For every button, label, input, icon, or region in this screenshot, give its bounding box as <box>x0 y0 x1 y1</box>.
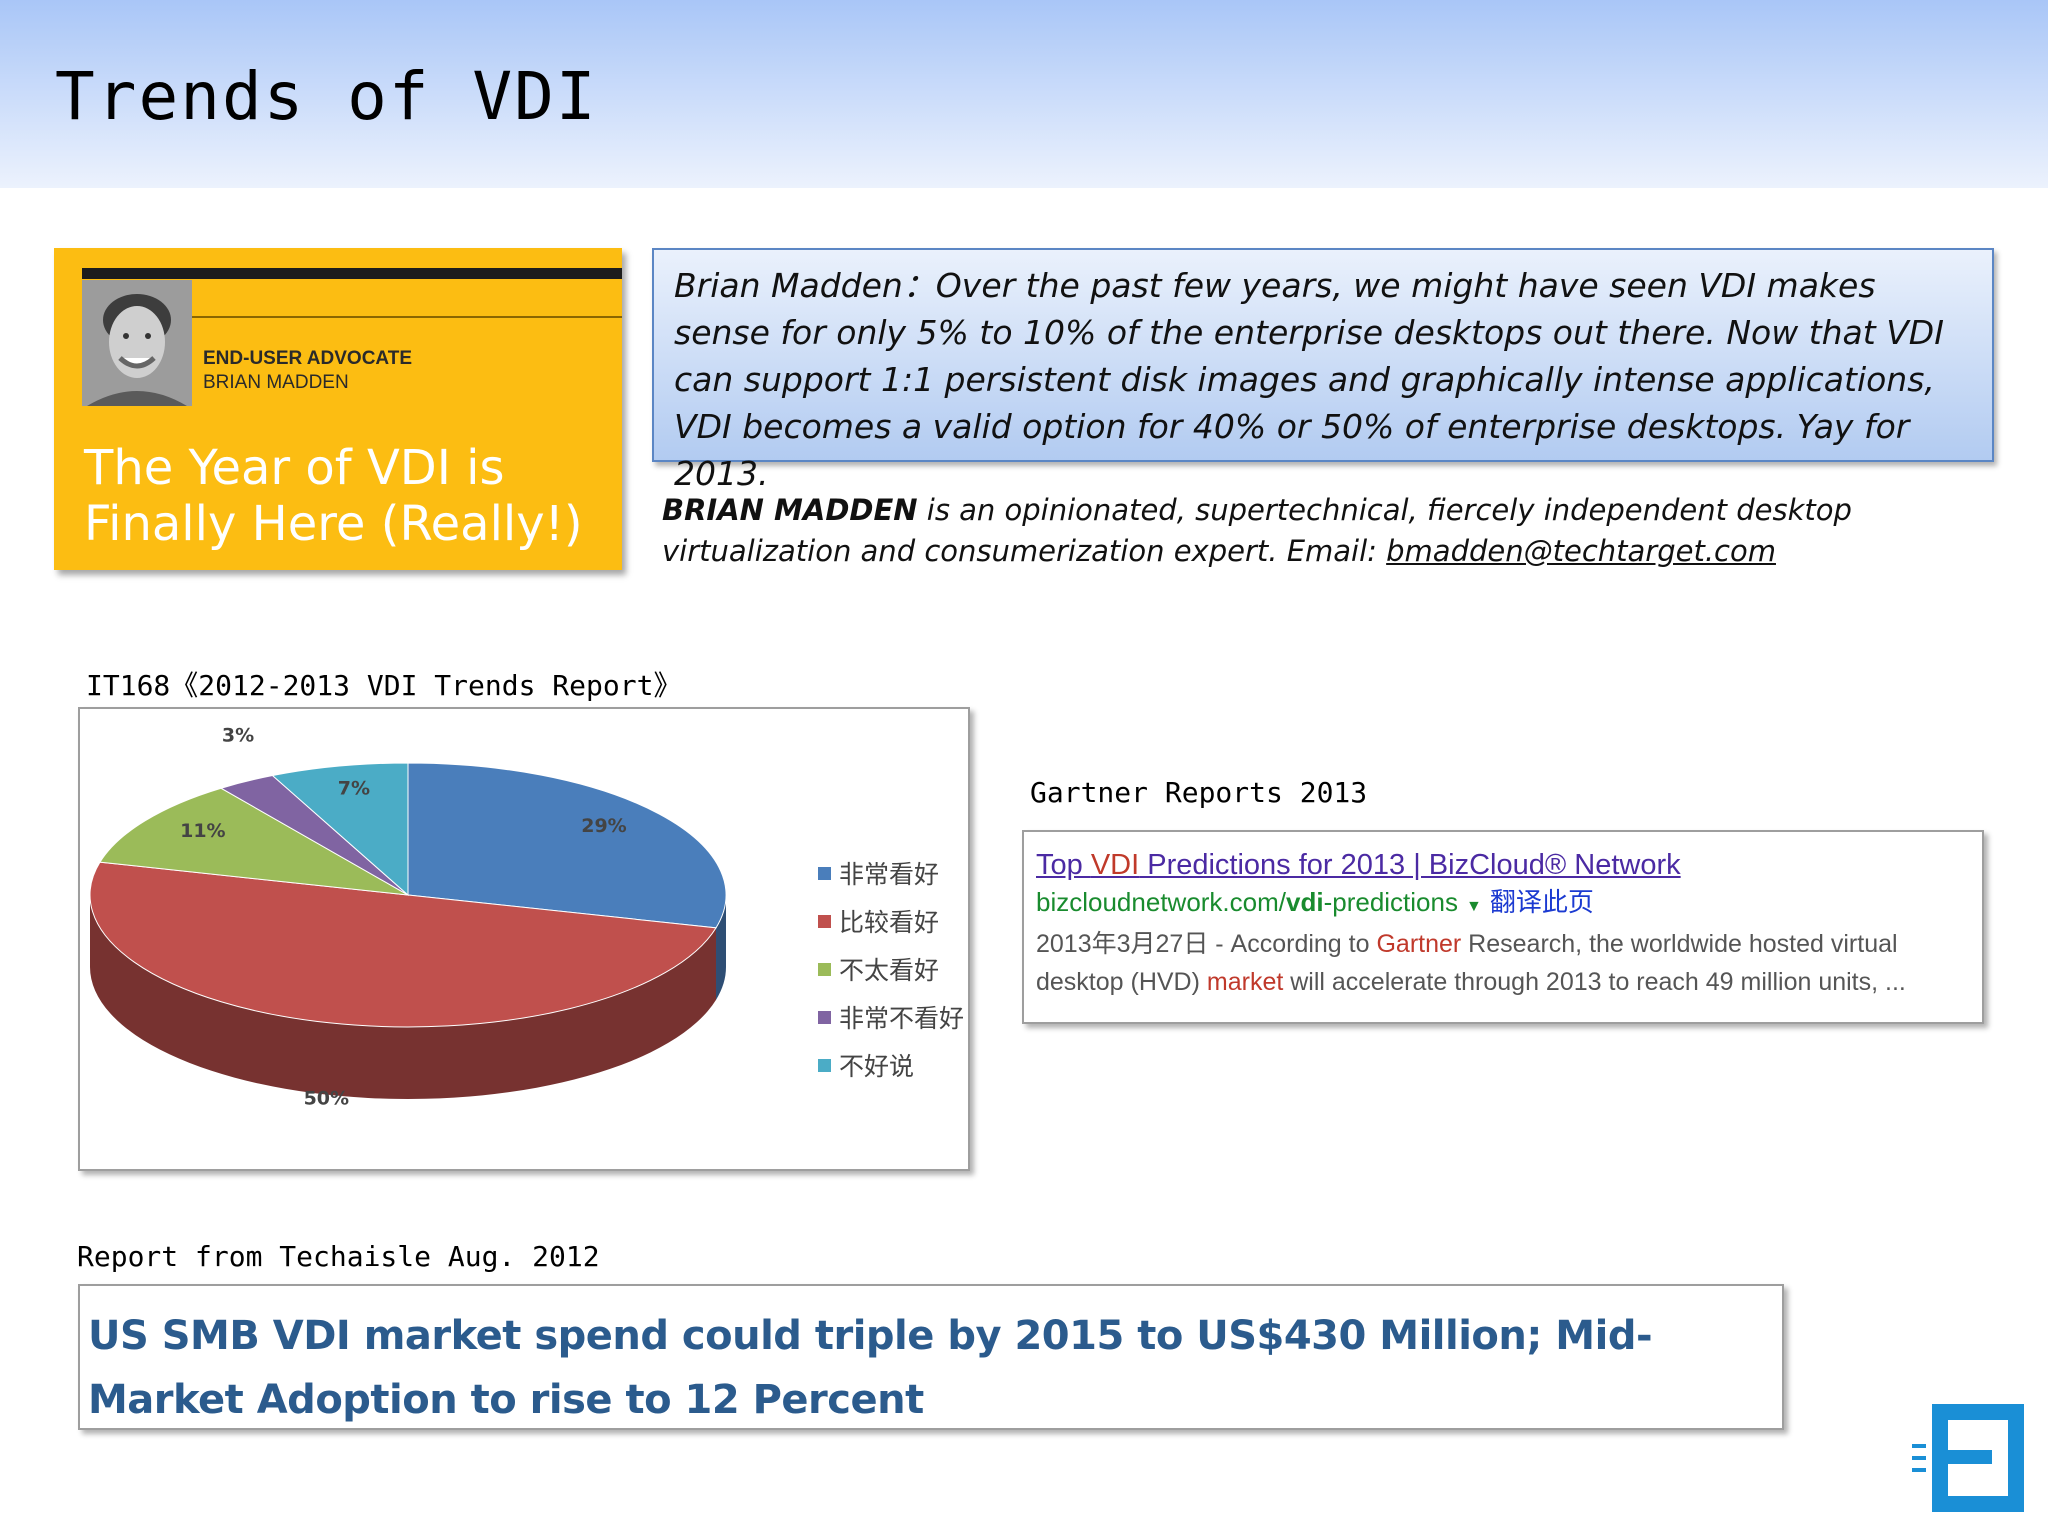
techaisle-headline-box: US SMB VDI market spend could triple by … <box>78 1284 1784 1430</box>
search-result-link[interactable]: Top VDI Predictions for 2013 | BizCloud®… <box>1036 846 1970 884</box>
legend-item: 比较看好 <box>818 897 964 945</box>
snippet-part: Research, the worldwide hosted virtual d… <box>1036 930 1898 996</box>
pie-chart: 29% 50% 11% 3% 7% <box>89 725 727 1110</box>
pie-slice <box>407 762 727 929</box>
pie-data-label: 29% <box>581 815 626 837</box>
link-text-vdi: VDI <box>1090 849 1140 881</box>
quote-box: Brian Madden：Over the past few years, we… <box>652 248 1994 493</box>
link-text-pre: Top <box>1036 849 1091 881</box>
legend-item: 不太看好 <box>818 945 964 993</box>
url-pre: bizcloudnetwork.com/ <box>1036 887 1286 917</box>
legend-item: 非常不看好 <box>818 993 964 1041</box>
legend-swatch <box>818 914 831 928</box>
pie-data-label: 50% <box>304 1088 349 1110</box>
techaisle-headline: US SMB VDI market spend could triple by … <box>88 1313 1653 1423</box>
pie-slice <box>89 861 717 1028</box>
author-photo <box>82 280 192 406</box>
bio-name: BRIAN MADDEN <box>662 493 918 527</box>
gartner-caption: Gartner Reports 2013 <box>1030 776 1368 809</box>
techaisle-caption: Report from Techaisle Aug. 2012 <box>77 1240 600 1273</box>
snippet-part: will accelerate through 2013 to reach 49… <box>1283 968 1906 996</box>
author-role: END-USER ADVOCATE <box>203 348 413 369</box>
pie-chart-panel: 29% 50% 11% 3% 7% 非常看好比较看好不太看好非常不看好不好说 <box>78 707 970 1171</box>
legend-label: 不太看好 <box>839 956 940 985</box>
it168-caption: IT168《2012-2013 VDI Trends Report》 <box>86 669 682 702</box>
pie-data-label: 3% <box>222 725 254 747</box>
quote-text: Brian Madden：Over the past few years, we… <box>674 266 1944 493</box>
translate-page-link[interactable]: 翻译此页 <box>1489 887 1594 917</box>
author-name: BRIAN MADDEN <box>203 372 349 393</box>
card-divider <box>82 316 622 318</box>
pie-slice-side <box>716 895 726 1000</box>
pie-data-label: 7% <box>338 778 370 800</box>
snippet-part: 2013年3月27日 - According to <box>1036 930 1377 958</box>
legend-item: 非常看好 <box>818 849 964 897</box>
chart-legend: 非常看好比较看好不太看好非常不看好不好说 <box>818 849 964 1089</box>
pie-slice <box>99 787 409 896</box>
legend-label: 非常不看好 <box>839 1004 965 1033</box>
card-top-bar <box>82 268 622 279</box>
search-result-snippet: 2013年3月27日 - According to Gartner Resear… <box>1036 925 1970 1001</box>
brand-logo-icon <box>1912 1404 2024 1512</box>
author-bio: BRIAN MADDEN is an opinionated, supertec… <box>662 490 2022 572</box>
legend-label: 比较看好 <box>839 908 940 937</box>
snippet-highlight: Gartner <box>1376 930 1462 958</box>
legend-swatch <box>818 962 831 976</box>
title-band <box>0 0 2048 188</box>
url-post: -predictions <box>1323 887 1458 917</box>
legend-swatch <box>818 1058 831 1072</box>
url-vdi: vdi <box>1286 887 1324 917</box>
legend-swatch <box>818 866 831 880</box>
slide-title: Trends of VDI <box>55 58 598 135</box>
legend-swatch <box>818 1010 831 1024</box>
search-result-url: bizcloudnetwork.com/vdi-predictions ▼ 翻译此页 <box>1036 884 1970 925</box>
pie-data-label: 11% <box>180 820 225 842</box>
search-result-box: Top VDI Predictions for 2013 | BizCloud®… <box>1022 830 1984 1024</box>
article-card: END-USER ADVOCATE BRIAN MADDEN The Year … <box>54 248 622 570</box>
legend-label: 不好说 <box>839 1052 915 1081</box>
snippet-highlight: market <box>1206 968 1284 996</box>
bio-text: is an opinionated, supertechnical, fierc… <box>662 493 1852 568</box>
bio-email-link[interactable]: bmadden@techtarget.com <box>1386 534 1776 568</box>
legend-label: 非常看好 <box>839 860 940 889</box>
pie-slice-side <box>90 895 717 1099</box>
pie-slice <box>271 762 409 897</box>
link-text-post: Predictions for 2013 | BizCloud® Network <box>1139 849 1681 881</box>
article-headline: The Year of VDI is Finally Here (Really!… <box>84 440 583 552</box>
dropdown-arrow-icon[interactable]: ▼ <box>1465 898 1482 915</box>
legend-item: 不好说 <box>818 1041 964 1089</box>
